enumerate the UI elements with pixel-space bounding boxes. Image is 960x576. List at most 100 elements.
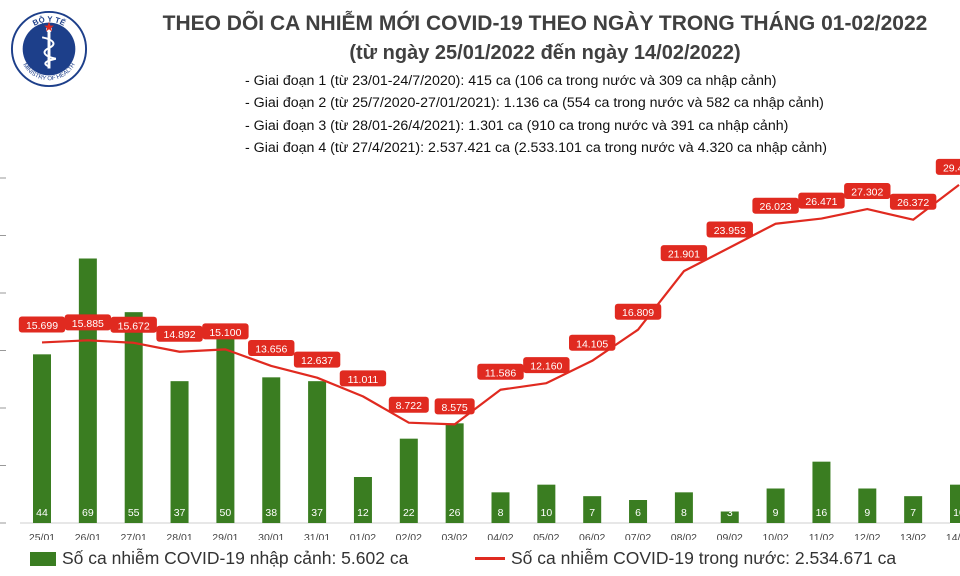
line-value-label: 11.586 xyxy=(485,367,516,379)
line-value-label: 15.672 xyxy=(118,320,150,332)
bar-value-label: 10 xyxy=(541,507,553,519)
x-tick-label: 30/01 xyxy=(258,532,284,540)
chart-subtitle: (từ ngày 25/01/2022 đến ngày 14/02/2022) xyxy=(349,42,741,64)
x-tick-label: 09/02 xyxy=(717,532,743,540)
bar-value-label: 7 xyxy=(910,507,916,519)
x-tick-label: 08/02 xyxy=(671,532,697,540)
line-value-label: 29.403 xyxy=(943,162,960,174)
x-tick-label: 25/01 xyxy=(29,532,55,540)
x-tick-label: 26/01 xyxy=(75,532,101,540)
line-value-label: 21.901 xyxy=(668,249,700,261)
line-value-label: 27.302 xyxy=(851,187,883,199)
line-value-label-bg xyxy=(798,192,845,209)
bar-imported xyxy=(262,377,281,523)
x-tick-label: 03/02 xyxy=(442,532,468,540)
legend-domestic-label: Số ca nhiễm COVID-19 trong nước: 2.534.6… xyxy=(511,548,897,568)
bar-imported xyxy=(629,500,648,523)
bar-imported xyxy=(445,423,464,523)
line-value-label: 12.637 xyxy=(301,355,333,367)
line-value-label-bg xyxy=(569,334,616,351)
line-value-label: 15.885 xyxy=(72,318,104,330)
chart-title: THEO DÕI CA NHIỄM MỚI COVID-19 THEO NGÀY… xyxy=(162,12,928,35)
bar-value-label: 8 xyxy=(498,507,504,519)
x-tick-label: 28/01 xyxy=(166,532,192,540)
x-tick-label: 13/02 xyxy=(900,532,926,540)
line-value-label: 14.105 xyxy=(576,338,608,350)
bar-imported xyxy=(812,461,831,523)
bar-value-label: 9 xyxy=(773,507,779,519)
line-value-label: 8.722 xyxy=(396,400,422,412)
bar-value-label: 38 xyxy=(265,507,277,519)
covid-cases-chart: 44 69 55 37 50 38 37 12 22 26 8 10 7 6 8 3 9 16 9 7 10 25/01 2… xyxy=(0,158,960,540)
bar-value-label: 69 xyxy=(82,507,94,519)
x-tick-label: 01/02 xyxy=(350,532,376,540)
x-tick-label: 29/01 xyxy=(212,532,238,540)
bar-imported xyxy=(491,492,510,523)
bar-imported xyxy=(720,511,739,523)
bar-imported xyxy=(537,484,556,523)
x-tick-label: 31/01 xyxy=(304,532,330,540)
bar-imported xyxy=(766,488,785,523)
bar-value-label: 8 xyxy=(681,507,687,519)
line-value-label: 26.471 xyxy=(805,196,837,208)
line-value-label: 26.372 xyxy=(897,197,929,209)
x-tick-label: 02/02 xyxy=(396,532,422,540)
bar-imported xyxy=(858,488,877,523)
x-tick-label: 10/02 xyxy=(762,532,788,540)
svg-text:BỘ Y TẾ: BỘ Y TẾ xyxy=(31,15,67,28)
bar-imported xyxy=(78,258,97,523)
x-tick-label: 07/02 xyxy=(625,532,651,540)
line-value-label-bg xyxy=(64,314,112,331)
line-value-label: 8.575 xyxy=(442,402,468,414)
line-value-label-bg xyxy=(706,221,753,238)
phase-summary-list: - Giai đoạn 1 (từ 23/01-24/7/2020): 415 … xyxy=(245,70,827,160)
line-value-label-bg xyxy=(202,323,249,340)
x-tick-label: 06/02 xyxy=(579,532,605,540)
line-value-label-bg xyxy=(434,398,475,415)
line-value-label: 13.656 xyxy=(255,343,287,355)
bar-imported xyxy=(124,312,143,523)
bar-imported xyxy=(583,496,602,523)
legend-imported-label: Số ca nhiễm COVID-19 nhập cảnh: 5.602 ca xyxy=(62,548,409,568)
bar-value-label: 16 xyxy=(816,507,828,519)
phase-item: - Giai đoạn 2 (từ 25/7/2020-27/01/2021):… xyxy=(245,95,824,112)
bar-value-label: 50 xyxy=(220,507,232,519)
line-value-label-bg xyxy=(477,363,524,380)
chart-legend: Số ca nhiễm COVID-19 nhập cảnh: 5.602 ca… xyxy=(0,540,960,576)
ministry-of-health-logo: BỘ Y TẾ MINISTRY OF HEALTH xyxy=(10,10,88,88)
bar-imported xyxy=(950,484,960,523)
line-value-label-bg xyxy=(18,316,66,333)
line-value-label: 16.809 xyxy=(622,307,654,319)
line-value-label: 15.699 xyxy=(26,320,58,332)
x-tick-label: 14/02 xyxy=(946,532,960,540)
bar-imported xyxy=(674,492,693,523)
legend-bar-swatch xyxy=(30,551,56,566)
line-value-label-bg xyxy=(660,245,708,262)
line-value-label: 26.023 xyxy=(760,201,792,213)
line-value-label-bg xyxy=(388,396,429,413)
line-value-label-bg xyxy=(248,339,295,356)
bar-value-label: 12 xyxy=(357,507,369,519)
bar-imported xyxy=(399,438,418,523)
bar-value-label: 22 xyxy=(403,507,415,519)
line-value-label: 12.160 xyxy=(530,361,562,373)
x-tick-label: 27/01 xyxy=(121,532,147,540)
x-tick-label: 11/02 xyxy=(809,532,835,540)
line-value-label-bg xyxy=(752,197,799,214)
bar-value-label: 7 xyxy=(589,507,595,519)
bar-value-label: 37 xyxy=(311,507,323,519)
line-value-label-bg xyxy=(293,351,341,368)
line-value-label: 11.011 xyxy=(348,374,379,386)
legend-line-swatch xyxy=(475,557,505,560)
bar-value-label: 6 xyxy=(635,507,641,519)
phase-item: - Giai đoạn 4 (từ 27/4/2021): 2.537.421 … xyxy=(245,140,827,157)
line-value-label-bg xyxy=(339,370,387,387)
bar-value-label: 10 xyxy=(953,507,960,519)
bar-value-label: 3 xyxy=(727,507,733,519)
bar-imported xyxy=(170,381,189,523)
line-value-label-bg xyxy=(110,316,157,333)
bar-imported xyxy=(33,354,51,523)
bar-value-label: 37 xyxy=(174,507,186,519)
bar-value-label: 9 xyxy=(864,507,870,519)
phase-item: - Giai đoạn 1 (từ 23/01-24/7/2020): 415 … xyxy=(245,73,777,89)
